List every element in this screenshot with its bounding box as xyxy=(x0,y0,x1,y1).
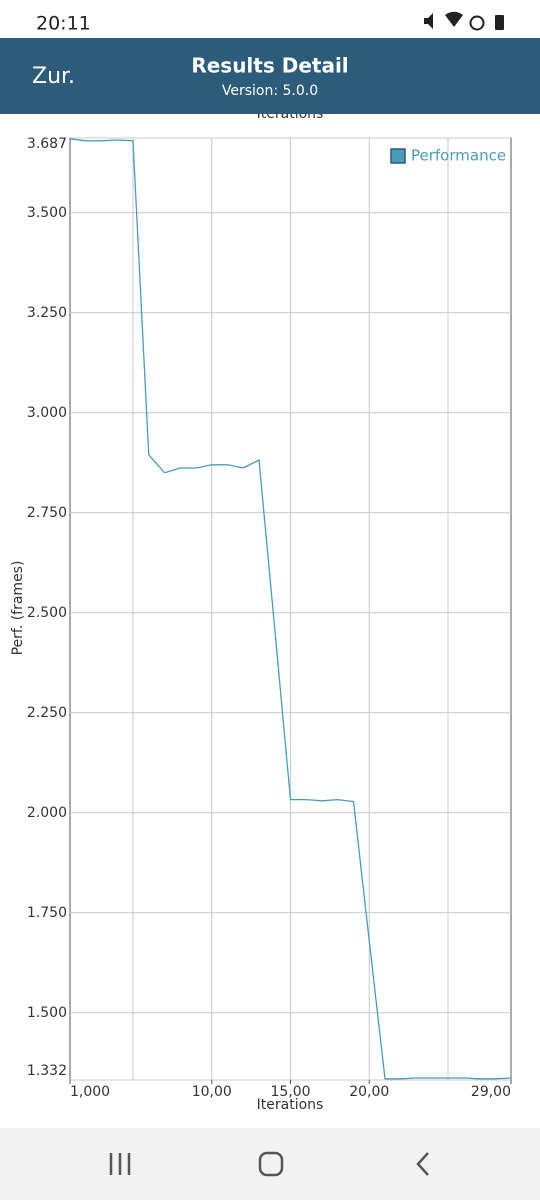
legend-label: Performance xyxy=(411,147,506,165)
status-time: 20:11 xyxy=(36,13,91,35)
dnd-icon xyxy=(469,15,485,31)
nav-icons xyxy=(109,1151,429,1177)
back-nav-button[interactable] xyxy=(416,1152,429,1176)
y-tick-label: 2.750 xyxy=(27,505,67,521)
y-tick-label: 1.500 xyxy=(27,1005,67,1021)
nav-bar xyxy=(0,1128,540,1200)
y-tick-label: 3.000 xyxy=(27,405,67,421)
recent-apps-button[interactable] xyxy=(109,1153,131,1175)
mute-icon xyxy=(424,13,433,29)
chart: Iterations 3.687 3.500 3.250 3.000 2.750 2.500… xyxy=(0,100,540,1113)
header-subtitle: Version: 5.0.0 xyxy=(222,83,318,99)
x-axis-label: Iterations xyxy=(257,1097,324,1113)
y-tick-label: 2.000 xyxy=(27,805,67,821)
y-tick-label: 3.250 xyxy=(27,305,67,321)
series-line xyxy=(69,138,512,1080)
legend-swatch xyxy=(390,148,406,164)
x-tick-label: 1,000 xyxy=(70,1084,110,1100)
x-tick-label: 15,00 xyxy=(270,1084,310,1100)
y-tick-label: 2.250 xyxy=(27,705,67,721)
y-tick-label: 3.687 xyxy=(27,136,67,152)
header-overlap xyxy=(0,100,540,114)
battery-icon xyxy=(495,15,504,30)
y-tick-label: 1.332 xyxy=(27,1063,67,1079)
x-tick-label: 29,00 xyxy=(471,1084,511,1100)
y-tick-label: 1.750 xyxy=(27,905,67,921)
home-button[interactable] xyxy=(258,1151,284,1177)
status-icons xyxy=(424,11,504,31)
back-button[interactable]: Zur. xyxy=(32,64,75,89)
y-tick-label: 2.500 xyxy=(27,605,67,621)
x-tick-label: 10,00 xyxy=(192,1084,232,1100)
y-tick-label: 3.500 xyxy=(27,205,67,221)
header-title: Results Detail xyxy=(191,54,348,78)
y-axis-label: Perf. (frames) xyxy=(10,561,26,656)
x-tick-label: 20,00 xyxy=(349,1084,389,1100)
wifi-icon xyxy=(445,11,463,27)
